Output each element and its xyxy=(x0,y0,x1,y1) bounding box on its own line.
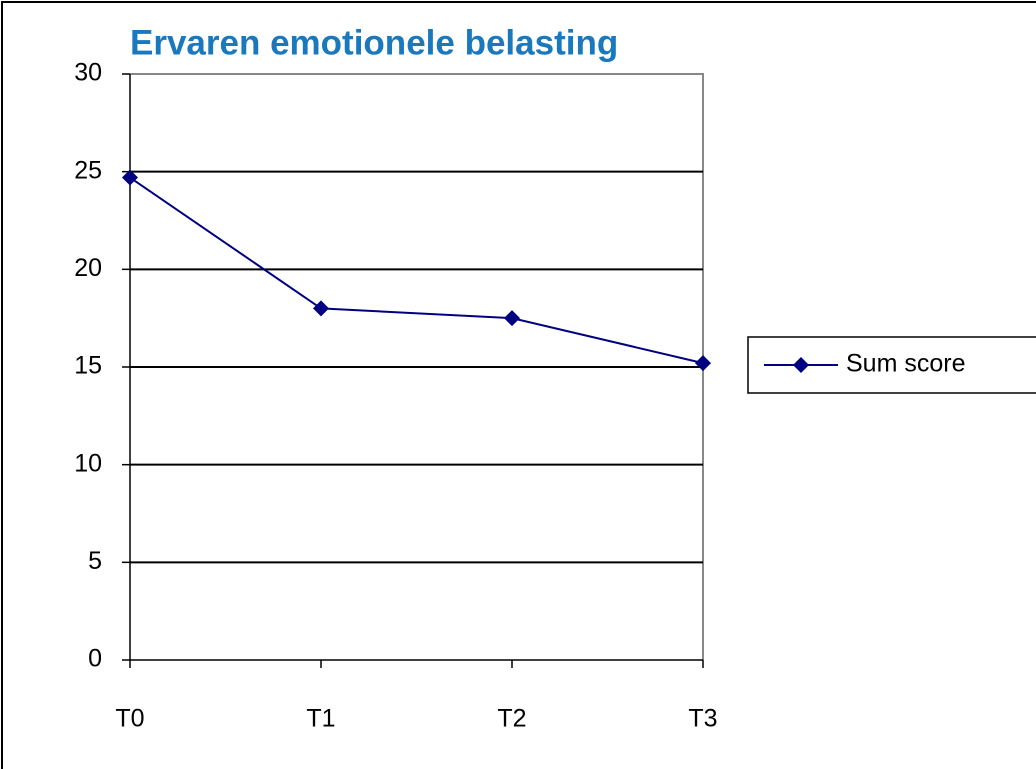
data-point xyxy=(695,355,711,372)
x-tick-label: T2 xyxy=(497,705,526,733)
series-line xyxy=(129,176,704,365)
y-tick-label: 5 xyxy=(88,547,102,575)
legend-marker xyxy=(793,357,809,373)
y-tick-label: 20 xyxy=(74,254,102,282)
y-tick-label: 25 xyxy=(74,156,102,184)
x-tick-label: T3 xyxy=(688,705,717,733)
legend-label: Sum score xyxy=(846,350,965,378)
chart-title: Ervaren emotionele belasting xyxy=(130,23,618,62)
y-tick-label: 0 xyxy=(88,645,102,673)
data-point xyxy=(313,300,329,317)
y-tick-label: 30 xyxy=(74,59,102,87)
data-point xyxy=(122,169,138,186)
data-point xyxy=(504,310,520,327)
y-tick-label: 15 xyxy=(74,352,102,380)
x-tick-label: T0 xyxy=(115,705,144,733)
y-tick-label: 10 xyxy=(74,449,102,477)
x-tick-label: T1 xyxy=(306,705,335,733)
